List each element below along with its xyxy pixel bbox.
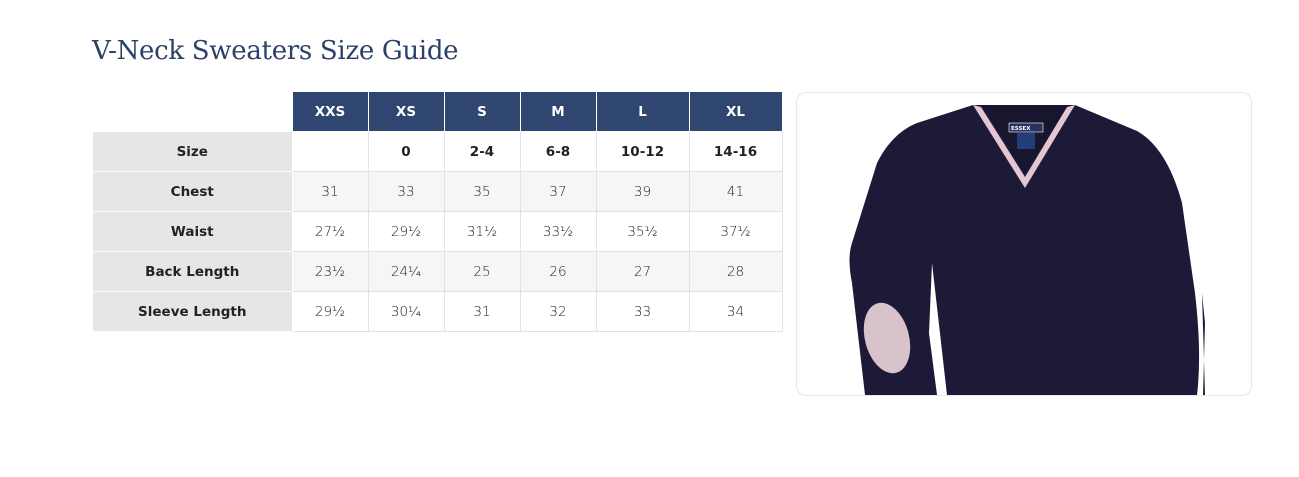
table-cell: 27	[595, 251, 690, 292]
table-cell: 0	[367, 131, 445, 172]
brand-label-text: ESSEX	[1011, 126, 1031, 132]
table-row: Waist 27½ 29½ 31½ 33½ 35½ 37½	[92, 211, 783, 252]
table-header-row: XXS XS S M L XL	[92, 92, 783, 132]
table-cell: 35½	[595, 211, 690, 252]
table-cell: 31	[291, 171, 369, 212]
table-cell: 27½	[291, 211, 369, 252]
table-cell: 33½	[519, 211, 597, 252]
table-row: Size 0 2-4 6-8 10-12 14-16	[92, 131, 783, 172]
size-label	[1017, 133, 1035, 149]
table-cell: 29½	[367, 211, 445, 252]
table-row: Back Length 23½ 24¼ 25 26 27 28	[92, 251, 783, 292]
table-row: Sleeve Length 29½ 30¼ 31 32 33 34	[92, 291, 783, 332]
table-cell: 25	[443, 251, 521, 292]
header-blank	[92, 92, 292, 132]
product-image: ESSEX	[796, 92, 1252, 396]
row-header: Sleeve Length	[92, 291, 293, 332]
page-title: V-Neck Sweaters Size Guide	[92, 36, 459, 66]
row-header: Size	[92, 131, 293, 172]
table-cell: 2-4	[443, 131, 521, 172]
table-cell: 14-16	[688, 131, 783, 172]
table-cell: 39	[595, 171, 690, 212]
column-header: XXS	[291, 92, 369, 132]
column-header: M	[519, 92, 597, 132]
table-cell: 26	[519, 251, 597, 292]
table-cell: 31½	[443, 211, 521, 252]
table-row: Chest 31 33 35 37 39 41	[92, 171, 783, 212]
row-header: Waist	[92, 211, 293, 252]
table-cell: 28	[688, 251, 783, 292]
elbow-patch	[863, 302, 911, 374]
table-cell: 24¼	[367, 251, 445, 292]
table-cell: 37	[519, 171, 597, 212]
table-cell: 23½	[291, 251, 369, 292]
table-cell: 33	[595, 291, 690, 332]
column-header: L	[595, 92, 690, 132]
table-cell: 6-8	[519, 131, 597, 172]
table-cell: 33	[367, 171, 445, 212]
table-cell: 34	[688, 291, 783, 332]
table-cell: 29½	[291, 291, 369, 332]
table-cell	[291, 131, 369, 172]
column-header: S	[443, 92, 521, 132]
column-header: XS	[367, 92, 445, 132]
table-cell: 41	[688, 171, 783, 212]
row-header: Back Length	[92, 251, 293, 292]
table-cell: 32	[519, 291, 597, 332]
size-guide-table: XXS XS S M L XL Size 0 2-4 6-8 10-12 14-16 Che…	[92, 92, 783, 332]
table-cell: 37½	[688, 211, 783, 252]
sweater-illustration: ESSEX	[849, 105, 1205, 395]
brand-label	[1008, 122, 1044, 133]
table-cell: 35	[443, 171, 521, 212]
column-header: XL	[688, 92, 783, 132]
table-cell: 31	[443, 291, 521, 332]
table-cell: 10-12	[595, 131, 690, 172]
row-header: Chest	[92, 171, 293, 212]
table-cell: 30¼	[367, 291, 445, 332]
